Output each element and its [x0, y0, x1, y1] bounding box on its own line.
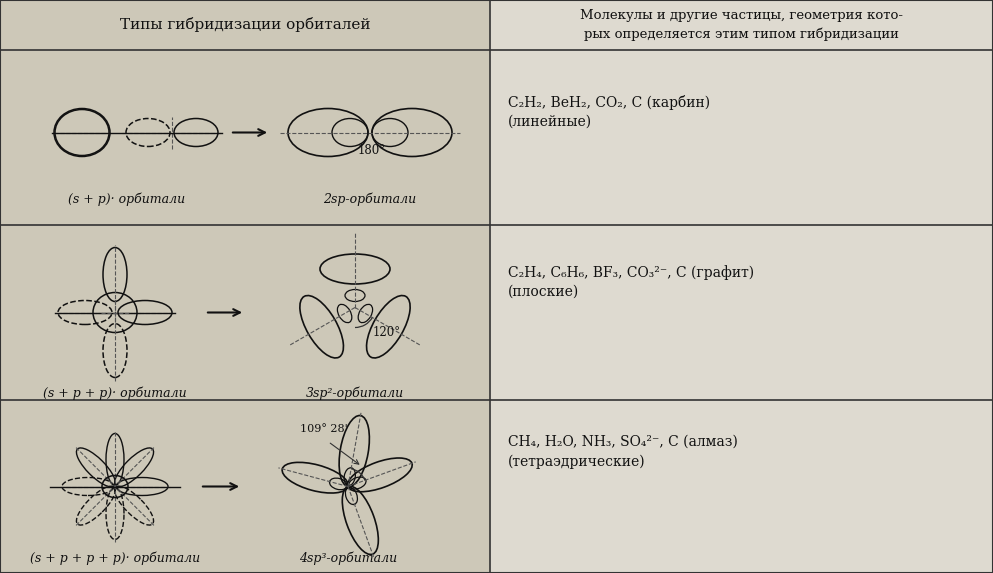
Text: 180°: 180° — [357, 144, 386, 158]
Text: C₂H₂, BeH₂, CO₂, C (карбин): C₂H₂, BeH₂, CO₂, C (карбин) — [508, 95, 710, 110]
Text: Типы гибридизации орбиталей: Типы гибридизации орбиталей — [120, 18, 370, 33]
Text: (плоские): (плоские) — [508, 285, 579, 299]
Text: 4sp³‑орбитали: 4sp³‑орбитали — [299, 551, 397, 565]
Text: (линейные): (линейные) — [508, 115, 592, 129]
Text: рых определяется этим типом гибридизации: рых определяется этим типом гибридизации — [584, 28, 899, 41]
Text: (s + p + p)· орбитали: (s + p + p)· орбитали — [43, 386, 187, 399]
Text: (s + p + p + p)· орбитали: (s + p + p + p)· орбитали — [30, 551, 200, 565]
Text: 120°: 120° — [373, 325, 401, 339]
Bar — [490, 0, 993, 573]
Text: C₂H₄, C₆H₆, BF₃, CO₃²⁻, C (графит): C₂H₄, C₆H₆, BF₃, CO₃²⁻, C (графит) — [508, 265, 754, 280]
Text: 3sp²‑орбитали: 3sp²‑орбитали — [306, 386, 404, 399]
Text: (s + p)· орбитали: (s + p)· орбитали — [69, 193, 186, 206]
Text: (тетраэдрические): (тетраэдрические) — [508, 455, 645, 469]
Text: 109° 28': 109° 28' — [300, 425, 348, 434]
Text: Молекулы и другие частицы, геометрия кото-: Молекулы и другие частицы, геометрия кот… — [580, 10, 903, 22]
Text: CH₄, H₂O, NH₃, SO₄²⁻, C (алмаз): CH₄, H₂O, NH₃, SO₄²⁻, C (алмаз) — [508, 435, 738, 449]
Text: 2sp‑орбитали: 2sp‑орбитали — [324, 193, 416, 206]
Bar — [0, 0, 490, 573]
